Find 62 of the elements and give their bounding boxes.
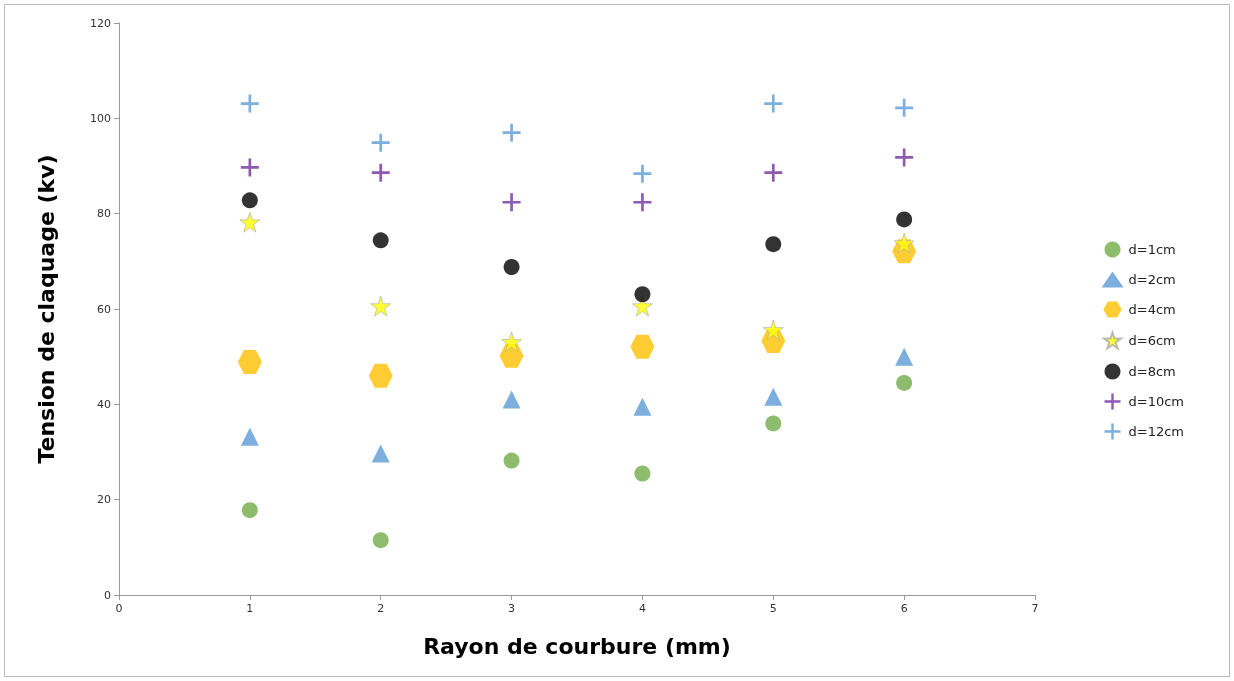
- point: [240, 427, 259, 446]
- point: [896, 211, 913, 228]
- point: [368, 363, 393, 388]
- point: [633, 397, 652, 416]
- point: [370, 295, 392, 317]
- point: [240, 158, 259, 177]
- x-tick-label: 7: [1031, 602, 1039, 615]
- legend-label: d=6cm: [1128, 333, 1176, 348]
- point: [372, 232, 389, 249]
- point: [895, 347, 914, 366]
- y-tick-label: 40: [97, 397, 111, 411]
- point: [371, 163, 390, 182]
- y-tick-label: 20: [97, 493, 111, 507]
- point: [372, 532, 389, 549]
- legend-label: d=2cm: [1128, 272, 1176, 287]
- point: [371, 133, 390, 152]
- x-tick-label: 2: [377, 602, 385, 615]
- point: [502, 390, 521, 409]
- x-axis-title: Rayon de courbure (mm): [423, 633, 731, 659]
- point: [633, 193, 652, 212]
- y-axis-title: Tension de claquage (kv): [33, 154, 59, 464]
- point: [503, 452, 520, 469]
- x-tick-label: 0: [115, 602, 123, 615]
- point: [633, 164, 652, 183]
- point: [893, 232, 915, 254]
- legend-label: d=8cm: [1128, 364, 1176, 379]
- x-tick-label: 4: [638, 602, 646, 615]
- legend-label: d=10cm: [1128, 394, 1184, 409]
- point: [895, 98, 914, 117]
- point: [634, 286, 651, 303]
- x-tick-label: 6: [900, 602, 908, 615]
- x-tick-label: 3: [508, 602, 516, 615]
- point: [762, 319, 784, 341]
- y-tick-label: 100: [90, 111, 111, 125]
- point: [502, 123, 521, 142]
- point: [764, 163, 783, 182]
- y-tick-label: 120: [90, 16, 111, 30]
- point: [501, 331, 522, 353]
- point: [502, 193, 521, 212]
- point: [241, 502, 258, 519]
- point: [630, 334, 655, 359]
- y-tick-label: 0: [104, 588, 111, 602]
- point: [764, 387, 783, 406]
- y-tick-label: 60: [97, 302, 111, 316]
- point: [765, 236, 782, 253]
- point: [371, 444, 390, 463]
- point: [237, 349, 262, 374]
- legend-label: d=12cm: [1128, 424, 1184, 439]
- point: [503, 259, 520, 276]
- point: [895, 148, 914, 167]
- point: [765, 415, 782, 432]
- point: [240, 94, 259, 113]
- point: [239, 211, 261, 233]
- point: [241, 192, 258, 209]
- point: [764, 94, 783, 113]
- legend-label: d=4cm: [1128, 302, 1176, 317]
- y-tick-label: 80: [97, 207, 111, 221]
- point: [896, 374, 913, 391]
- x-tick-label: 1: [246, 602, 254, 615]
- legend-label: d=1cm: [1128, 242, 1176, 257]
- x-tick-label: 5: [769, 602, 777, 615]
- point: [634, 465, 651, 482]
